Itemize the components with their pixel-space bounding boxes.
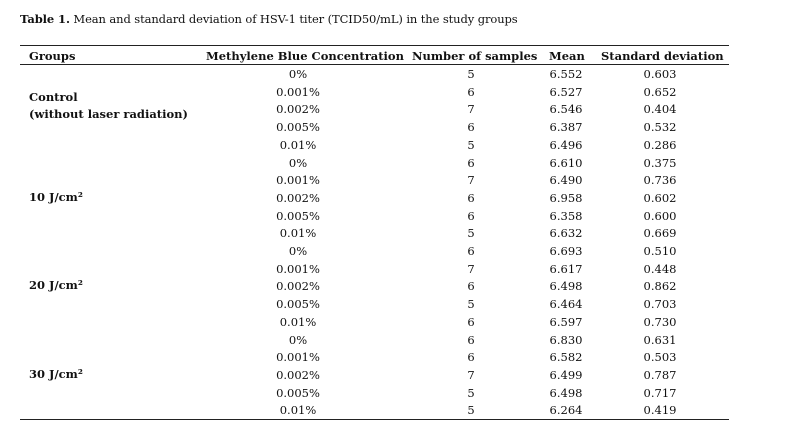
table-cell-sd: 0.503 (643, 350, 677, 365)
table-cell-sd: 0.717 (643, 385, 677, 400)
group-label-line1: Control (29, 90, 78, 105)
table-cell-conc: 0% (288, 244, 308, 258)
table-cell-sd: 0.862 (643, 279, 677, 294)
table-cell-conc: 0.01% (279, 403, 317, 418)
table-cell-conc: 0% (288, 67, 308, 81)
table-cell-sd: 0.736 (643, 173, 677, 188)
table-cell-n: 5 (467, 67, 475, 81)
table-cell-n: 6 (467, 350, 475, 365)
table-cell-conc: 0.005% (276, 385, 320, 400)
table-cell-n: 6 (467, 120, 475, 135)
table-cell-mean: 6.496 (549, 137, 583, 152)
table-top-rule (20, 45, 729, 46)
table-cell-n: 7 (467, 173, 475, 188)
table-cell-mean: 6.546 (549, 102, 583, 117)
table-cell-sd: 0.532 (643, 120, 677, 135)
table-bottom-rule (20, 419, 729, 420)
table-cell-n: 7 (467, 261, 475, 276)
table-caption-text: Mean and standard deviation of HSV-1 tit… (69, 12, 518, 26)
table-cell-mean: 6.387 (549, 120, 583, 135)
table-cell-sd: 0.375 (643, 155, 677, 170)
table-caption-label: Table 1. (20, 12, 70, 26)
table-cell-mean: 6.498 (549, 385, 583, 400)
table-cell-sd: 0.603 (643, 67, 677, 81)
table-cell-conc: 0.002% (276, 190, 320, 205)
table-cell-conc: 0.01% (279, 226, 317, 241)
table-cell-n: 6 (467, 84, 475, 99)
table-cell-n: 5 (467, 137, 475, 152)
table-cell-n: 6 (467, 190, 475, 205)
table-cell-conc: 0% (288, 332, 308, 347)
table-cell-n: 6 (467, 208, 475, 223)
table-cell-sd: 0.419 (643, 403, 677, 418)
table-cell-mean: 6.498 (549, 279, 583, 294)
table-caption: Table 1. Mean and standard deviation of … (20, 12, 518, 26)
group-label-line2: (without laser radiation) (29, 107, 188, 122)
group-label: 10 J/cm² (29, 189, 83, 204)
table-cell-conc: 0.001% (276, 84, 320, 99)
table-cell-n: 6 (467, 314, 475, 329)
table-cell-n: 5 (467, 297, 475, 312)
table-cell-conc: 0.002% (276, 279, 320, 294)
table-cell-mean: 6.830 (549, 332, 583, 347)
table-cell-sd: 0.730 (643, 314, 677, 329)
column-header-sd: Standard deviation (601, 49, 724, 63)
table-cell-n: 5 (467, 385, 475, 400)
table-cell-conc: 0.01% (279, 137, 317, 152)
table-cell-conc: 0.002% (276, 367, 320, 382)
table-cell-mean: 6.490 (549, 173, 583, 188)
column-header-groups: Groups (29, 49, 76, 63)
table-header-rule (20, 64, 729, 65)
table-cell-n: 6 (467, 155, 475, 170)
table-cell-mean: 6.358 (549, 208, 583, 223)
table-cell-conc: 0% (288, 155, 308, 170)
table-cell-sd: 0.652 (643, 84, 677, 99)
group-label: 20 J/cm² (29, 278, 83, 293)
table-cell-sd: 0.703 (643, 297, 677, 312)
table-cell-n: 6 (467, 279, 475, 294)
table-cell-n: 5 (467, 403, 475, 418)
table-cell-sd: 0.669 (643, 226, 677, 241)
table-cell-sd: 0.448 (643, 261, 677, 276)
table-cell-conc: 0.005% (276, 297, 320, 312)
table-cell-mean: 6.464 (549, 297, 583, 312)
table-cell-conc: 0.001% (276, 173, 320, 188)
table-cell-sd: 0.404 (643, 102, 677, 117)
table-cell-sd: 0.787 (643, 367, 677, 382)
table-cell-conc: 0.001% (276, 261, 320, 276)
group-label: Control (without laser radiation) (29, 89, 188, 123)
table-cell-sd: 0.600 (643, 208, 677, 223)
table-cell-n: 5 (467, 226, 475, 241)
column-header-concentration: Methylene Blue Concentration (206, 49, 404, 63)
table-cell-mean: 6.617 (549, 261, 583, 276)
table-cell-sd: 0.286 (643, 137, 677, 152)
table-cell-conc: 0.001% (276, 350, 320, 365)
table-cell-mean: 6.632 (549, 226, 583, 241)
table-cell-mean: 6.693 (549, 244, 583, 258)
column-header-samples: Number of samples (412, 49, 538, 63)
table-cell-sd: 0.631 (643, 332, 677, 347)
table-cell-n: 7 (467, 367, 475, 382)
table-cell-mean: 6.552 (549, 67, 583, 81)
table-cell-conc: 0.002% (276, 102, 320, 117)
table-cell-conc: 0.005% (276, 120, 320, 135)
table-cell-n: 7 (467, 102, 475, 117)
table-cell-n: 6 (467, 244, 475, 258)
table-cell-mean: 6.610 (549, 155, 583, 170)
table-cell-mean: 6.264 (549, 403, 583, 418)
table-cell-mean: 6.958 (549, 190, 583, 205)
table-cell-mean: 6.527 (549, 84, 583, 99)
table-cell-n: 6 (467, 332, 475, 347)
column-header-mean: Mean (549, 49, 585, 63)
table-cell-sd: 0.510 (643, 244, 677, 258)
table-cell-mean: 6.582 (549, 350, 583, 365)
table-cell-mean: 6.597 (549, 314, 583, 329)
table-cell-sd: 0.602 (643, 190, 677, 205)
table-cell-conc: 0.01% (279, 314, 317, 329)
group-label: 30 J/cm² (29, 366, 83, 381)
table-cell-mean: 6.499 (549, 367, 583, 382)
table-cell-conc: 0.005% (276, 208, 320, 223)
